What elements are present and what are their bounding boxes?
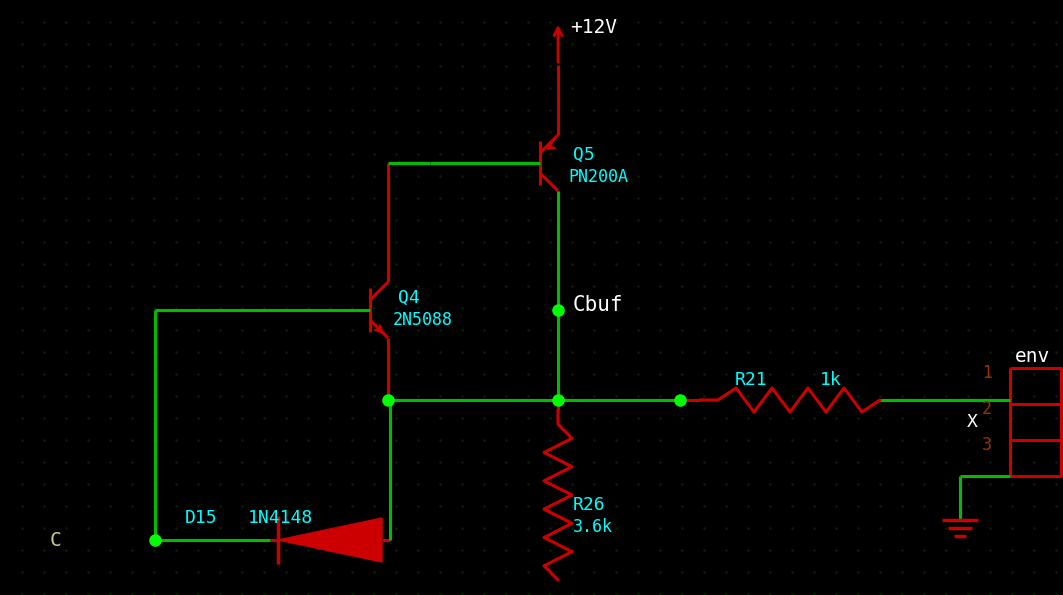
Text: R26: R26 (573, 496, 606, 514)
Text: D15: D15 (185, 509, 218, 527)
Text: X: X (966, 413, 978, 431)
Text: R21: R21 (735, 371, 767, 389)
Text: Q4: Q4 (398, 289, 420, 307)
Text: 3.6k: 3.6k (573, 518, 613, 536)
Text: PN200A: PN200A (568, 168, 628, 186)
Text: env: env (1015, 346, 1050, 365)
Text: 2N5088: 2N5088 (393, 311, 453, 329)
Text: Q5: Q5 (573, 146, 595, 164)
Text: 1k: 1k (820, 371, 842, 389)
Polygon shape (279, 518, 382, 562)
Text: 1: 1 (982, 364, 992, 382)
Text: Cbuf: Cbuf (573, 295, 624, 315)
Text: 2: 2 (982, 400, 992, 418)
Text: 3: 3 (982, 436, 992, 454)
Text: 1N4148: 1N4148 (248, 509, 314, 527)
Text: C: C (50, 531, 62, 550)
Text: +12V: +12V (570, 18, 617, 37)
